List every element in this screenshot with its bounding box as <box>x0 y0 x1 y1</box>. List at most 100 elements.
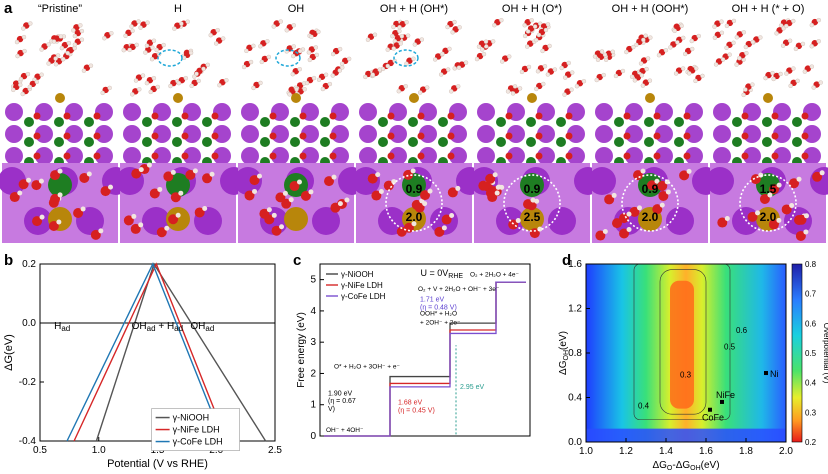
water-hydrogen <box>316 29 321 35</box>
potassium-atom <box>76 207 104 235</box>
surface-oxygen <box>170 192 181 203</box>
dashed-circle <box>621 174 679 232</box>
water-hydrogen <box>287 92 292 97</box>
nickel-atom <box>438 137 448 147</box>
lattice-oxygen <box>683 112 691 120</box>
water-hydrogen <box>645 56 651 61</box>
surface-oxygen <box>411 199 422 210</box>
water-hydrogen <box>734 35 740 40</box>
bader-charge-bottom: 2.0 <box>642 210 659 224</box>
surface-hydrogen <box>494 190 500 196</box>
surface-oxygen <box>759 193 770 204</box>
water-hydrogen <box>18 76 24 82</box>
y-axis-label: ΔG(eV) <box>3 334 15 371</box>
water-hydrogen <box>450 30 455 35</box>
nickel-atom <box>320 117 330 127</box>
potassium-atom <box>95 147 113 165</box>
water-hydrogen <box>569 87 574 92</box>
surface-oxygen <box>50 193 61 204</box>
potassium-atom <box>685 125 703 143</box>
lattice-oxygen <box>211 112 219 120</box>
water-hydrogen <box>624 49 629 55</box>
water-hydrogen <box>545 72 551 77</box>
lattice-oxygen <box>505 152 513 160</box>
water-hydrogen <box>377 67 382 72</box>
nickel-atom <box>732 137 742 147</box>
surface-hydrogen <box>164 225 170 231</box>
potassium-atom <box>706 167 734 195</box>
potassium-atom <box>241 103 259 121</box>
water-hydrogen <box>644 66 649 72</box>
water-hydrogen <box>700 73 705 79</box>
water-hydrogen <box>774 31 779 36</box>
heatmap-bottom-band <box>586 428 786 442</box>
lattice-oxygen <box>683 132 691 140</box>
potassium-atom <box>655 125 673 143</box>
water-hydrogen <box>196 78 201 84</box>
water-hydrogen <box>168 83 173 89</box>
water-hydrogen <box>490 39 496 44</box>
water-hydrogen <box>22 48 27 54</box>
surface-oxygen <box>679 170 690 181</box>
surface-oxygen <box>747 211 758 222</box>
energy-profile <box>324 281 526 437</box>
water-hydrogen <box>363 74 368 80</box>
surface-hydrogen <box>271 212 277 218</box>
water-hydrogen <box>28 21 33 26</box>
potassium-atom <box>241 125 259 143</box>
water-hydrogen <box>316 77 322 82</box>
lattice-oxygen <box>417 132 425 140</box>
water-hydrogen <box>194 71 199 77</box>
lattice-oxygen <box>299 112 307 120</box>
nickel-atom <box>202 117 212 127</box>
dashed-circle <box>385 174 443 232</box>
surface-hydrogen <box>776 217 782 223</box>
water-hydrogen <box>647 78 653 83</box>
surface-oxygen <box>485 173 496 184</box>
surface-hydrogen <box>266 207 272 213</box>
lattice-oxygen <box>93 152 101 160</box>
water-hydrogen <box>778 71 783 77</box>
lattice-oxygen <box>329 112 337 120</box>
water-hydrogen <box>731 40 736 45</box>
water-hydrogen <box>499 18 504 23</box>
potassium-atom <box>567 147 585 165</box>
water-hydrogen <box>743 44 749 50</box>
surface-oxygen <box>123 215 134 226</box>
nickel-atom <box>378 117 388 127</box>
colorbar-tick-label: 0.7 <box>805 290 817 299</box>
water-hydrogen <box>390 33 395 39</box>
water-hydrogen <box>463 60 469 65</box>
colorbar-tick-label: 0.5 <box>805 349 817 358</box>
water-hydrogen <box>130 28 135 34</box>
step-label: O₂ + V + 2H₂O + OH⁻ + 3e⁻ <box>418 286 500 293</box>
region-label: Had <box>54 321 70 333</box>
potassium-atom <box>123 125 141 143</box>
water-hydrogen <box>188 50 194 56</box>
potassium-atom <box>449 147 467 165</box>
water-hydrogen <box>251 85 256 91</box>
surface-hydrogen <box>57 192 63 198</box>
potassium-atom <box>153 125 171 143</box>
water-hydrogen <box>291 23 296 28</box>
lattice-oxygen <box>447 112 455 120</box>
water-hydrogen <box>411 56 416 61</box>
water-hydrogen <box>791 66 796 71</box>
lattice-oxygen <box>387 132 395 140</box>
lattice-oxygen <box>565 152 573 160</box>
dashed-circle <box>739 174 797 232</box>
water-hydrogen <box>559 65 564 71</box>
contour-label: 0.6 <box>736 326 748 335</box>
water-hydrogen <box>788 83 793 89</box>
surface-oxygen <box>619 213 630 224</box>
point-label: Ni <box>770 369 779 379</box>
water-hydrogen <box>562 92 567 97</box>
surface-oxygen <box>249 175 260 186</box>
structure-title: OHad + Had (OOH*) <box>612 3 689 15</box>
water-hydrogen <box>610 49 615 54</box>
potassium-atom <box>301 147 319 165</box>
panel-c-chart: 0 1 2 3 4 5 Free energy (eV) U = 0VRHE γ-NiOOH γ-… <box>296 263 531 442</box>
potassium-atom <box>65 147 83 165</box>
lattice-oxygen <box>417 152 425 160</box>
water-hydrogen <box>309 34 314 40</box>
